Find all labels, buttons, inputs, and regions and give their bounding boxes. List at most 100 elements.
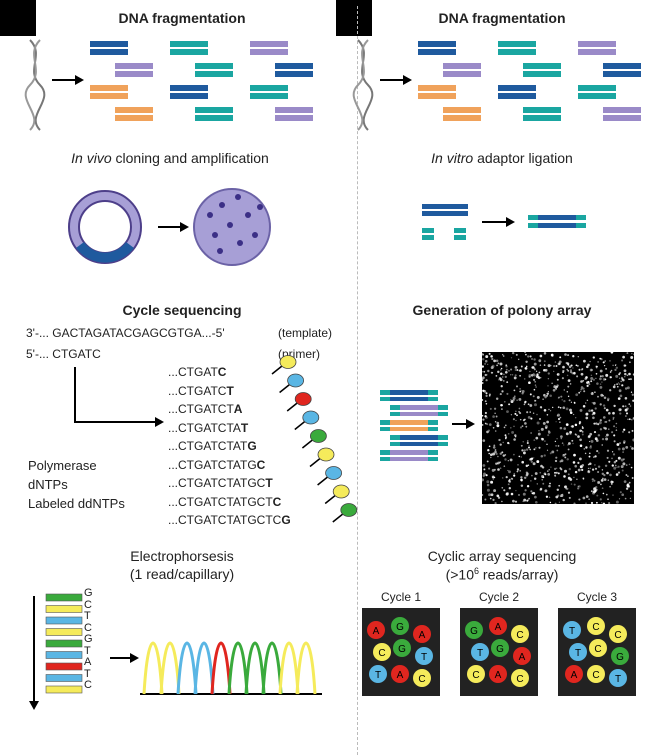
polony-spot <box>500 385 503 388</box>
polony-spot <box>580 372 584 376</box>
polony-spot <box>558 484 561 487</box>
bead-C <box>413 669 431 687</box>
cycle-label: Cycle 2 <box>478 590 519 604</box>
polony-spot <box>517 358 520 361</box>
polony-spot <box>525 360 528 363</box>
polony-spot <box>508 480 510 482</box>
gel-base-letter: C <box>84 679 92 691</box>
polony-spot <box>622 458 625 461</box>
polony-spot <box>562 498 565 502</box>
polony-spot <box>559 356 562 359</box>
polony-spot <box>505 365 508 368</box>
polony-spot <box>585 416 589 420</box>
plasmid-icon <box>68 190 142 264</box>
bead-T <box>569 643 587 661</box>
polony-spot <box>489 407 492 410</box>
polony-spot <box>626 374 629 377</box>
polony-spot <box>628 431 631 434</box>
polony-spot <box>485 392 488 395</box>
polony-spot <box>575 417 577 419</box>
polony-spot <box>628 418 631 421</box>
polony-spot <box>570 483 573 485</box>
polony-spot <box>570 401 572 403</box>
polony-spot <box>494 449 497 451</box>
polony-spot <box>611 457 613 460</box>
extension-prefix: ...CTGAT <box>168 365 218 379</box>
polony-spot <box>592 378 596 381</box>
polony-spot <box>498 379 500 381</box>
polony-spot <box>563 399 566 403</box>
polony-spot <box>582 387 585 390</box>
polony-spot <box>578 368 581 371</box>
polony-spot <box>566 374 569 377</box>
polony-spot <box>487 449 490 452</box>
polony-spot <box>504 370 508 374</box>
polony-spot <box>532 395 535 398</box>
dye-linker <box>309 457 321 468</box>
polony-spot <box>602 492 605 495</box>
polony-spot <box>528 375 531 378</box>
polony-spot <box>514 500 518 503</box>
polony-spot <box>518 407 521 410</box>
polony-spot <box>536 483 539 485</box>
polony-spot <box>619 394 623 398</box>
adapted-fragment <box>400 442 438 446</box>
terminating-base: T <box>240 420 249 435</box>
polony-spot <box>625 415 627 417</box>
polony-spot <box>499 362 503 366</box>
polony-spot <box>624 372 627 376</box>
polony-spot <box>590 368 593 372</box>
bead-label: T <box>575 648 581 659</box>
polony-spot <box>597 395 599 398</box>
polony-spot <box>546 470 549 472</box>
polony-spot <box>581 433 584 436</box>
polony-spot <box>623 441 626 444</box>
polony-spot <box>619 377 621 379</box>
polony-spot <box>513 474 516 477</box>
polony-spot <box>516 369 519 371</box>
polony-spot <box>633 353 635 355</box>
polony-spot <box>543 393 546 397</box>
dna-fragment <box>115 107 153 113</box>
polony-spot <box>537 376 541 380</box>
dna-fragment <box>90 49 128 55</box>
polony-spot <box>546 449 549 451</box>
polony-spot <box>574 423 578 427</box>
polony-spot <box>564 485 568 489</box>
polony-spot <box>587 381 591 385</box>
polony-spot <box>511 430 515 434</box>
polony-spot <box>488 493 492 497</box>
gel-band-G <box>45 593 83 602</box>
polony-spot <box>492 498 495 501</box>
polony-spot <box>534 472 538 475</box>
polony-spot <box>630 490 632 492</box>
polony-spot <box>608 502 611 505</box>
bead-label: T <box>477 648 483 659</box>
polony-spot <box>488 467 491 470</box>
polony-spot <box>521 425 524 427</box>
polony-spot <box>606 471 609 475</box>
polony-spot <box>543 364 546 366</box>
extension-product: ...CTGATCT <box>168 384 234 398</box>
polony-spot <box>601 444 603 446</box>
polony-spot <box>604 464 608 468</box>
polony-spot <box>613 404 616 408</box>
polony-spot <box>558 360 562 364</box>
chromatogram-peak-C <box>295 641 317 695</box>
polony-spot <box>526 472 530 476</box>
polony-spot <box>518 410 521 413</box>
polony-spot <box>590 380 593 383</box>
gel-base-letter: T <box>84 667 91 680</box>
polony-spot <box>601 502 603 504</box>
polony-spot <box>530 417 533 420</box>
polony-spot <box>496 364 498 367</box>
cyclic-title-2-post: reads/array) <box>479 566 559 583</box>
polony-spot <box>585 502 587 505</box>
bead-label: T <box>615 674 621 685</box>
dna-fragment <box>275 107 313 113</box>
polony-spot <box>583 448 586 450</box>
polony-spot <box>610 483 613 485</box>
dna-fragment <box>523 71 561 77</box>
polony-spot <box>538 446 541 449</box>
polony-spot <box>495 359 499 363</box>
